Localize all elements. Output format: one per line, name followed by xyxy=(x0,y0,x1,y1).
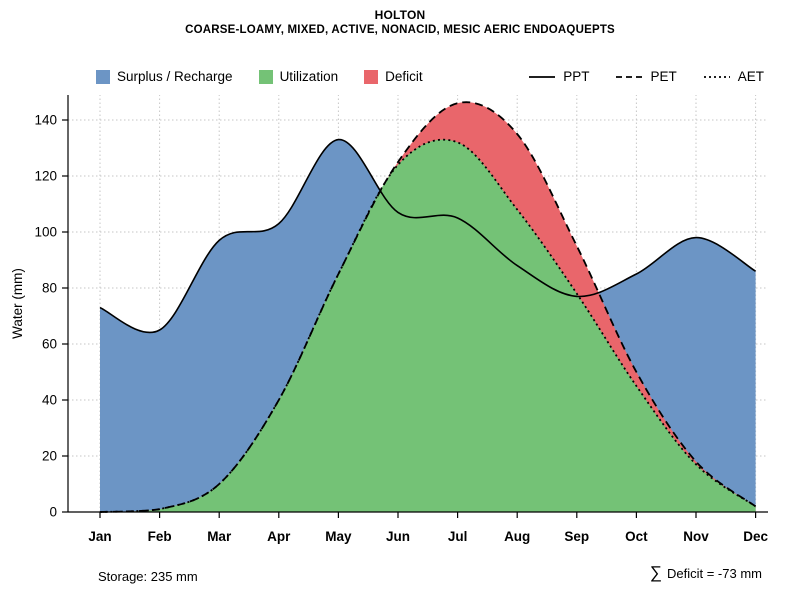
y-tick-label: 80 xyxy=(42,281,57,296)
chart-title: HOLTON xyxy=(374,8,426,22)
sigma-symbol: ∑ xyxy=(649,563,662,582)
chart-legend: Surplus / Recharge Utilization Deficit P… xyxy=(96,69,764,84)
month-label: Nov xyxy=(683,529,709,544)
pet-line-sample-icon xyxy=(616,75,643,78)
y-tick-label: 60 xyxy=(42,337,57,352)
legend-line-group: PPT PET AET xyxy=(528,69,764,84)
legend-area-group: Surplus / Recharge Utilization Deficit xyxy=(96,69,423,84)
ppt-line-sample-icon xyxy=(529,75,556,78)
legend-item-deficit: Deficit xyxy=(364,69,423,84)
deficit-annotation: ∑ Deficit = -73 mm xyxy=(650,564,762,581)
month-label: Jul xyxy=(448,529,468,544)
y-axis-title: Water (mm) xyxy=(10,268,25,339)
month-label: Sep xyxy=(564,529,589,544)
y-tick-label: 100 xyxy=(34,225,57,240)
y-tick-label: 0 xyxy=(49,505,57,520)
y-tick-label: 120 xyxy=(34,169,57,184)
legend-item-surplus: Surplus / Recharge xyxy=(96,69,233,84)
month-label: May xyxy=(325,529,352,544)
y-tick-label: 20 xyxy=(42,449,57,464)
deficit-label: Deficit xyxy=(385,69,423,84)
utilization-label: Utilization xyxy=(279,69,339,84)
series-lines xyxy=(99,101,757,513)
y-tick-label: 140 xyxy=(34,113,57,128)
month-label: Jun xyxy=(386,529,410,544)
axes xyxy=(62,95,768,518)
legend-item-pet: PET xyxy=(615,69,677,84)
aet-curve xyxy=(99,138,757,513)
chart-subtitle: COARSE-LOAMY, MIXED, ACTIVE, NONACID, ME… xyxy=(185,24,615,36)
utilization-area xyxy=(100,139,756,513)
month-label: Oct xyxy=(625,529,648,544)
surplus-swatch xyxy=(96,69,110,84)
y-tick-label: 40 xyxy=(42,393,57,408)
legend-item-ppt: PPT xyxy=(528,69,589,84)
axis-labels: 0 20 40 60 80 100 120 140 Jan Feb Mar Apr May Jun Jul A… xyxy=(10,113,768,545)
aet-line-sample-icon xyxy=(703,75,730,78)
month-label: Apr xyxy=(267,529,291,544)
surplus-label: Surplus / Recharge xyxy=(117,69,233,84)
month-label: Aug xyxy=(504,529,530,544)
ppt-curve xyxy=(99,138,757,334)
month-label: Mar xyxy=(207,529,232,544)
storage-annotation: Storage: 235 mm xyxy=(98,569,198,584)
water-balance-areas xyxy=(100,102,756,513)
deficit-swatch xyxy=(364,69,379,84)
utilization-swatch xyxy=(258,69,273,84)
legend-item-aet: AET xyxy=(703,69,764,84)
aet-label: AET xyxy=(737,69,764,84)
pet-label: PET xyxy=(650,69,677,84)
month-label: Jan xyxy=(88,529,111,544)
month-label: Dec xyxy=(743,529,768,544)
deficit-text: Deficit = -73 mm xyxy=(667,566,762,581)
month-label: Feb xyxy=(148,529,172,544)
legend-item-utilization: Utilization xyxy=(258,69,339,84)
ppt-label: PPT xyxy=(563,69,590,84)
